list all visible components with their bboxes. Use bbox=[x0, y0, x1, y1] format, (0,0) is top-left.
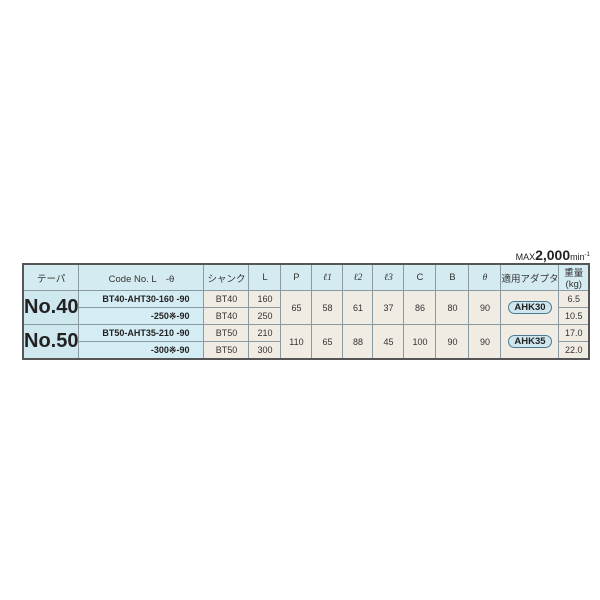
p-cell: 110 bbox=[280, 324, 313, 360]
shank-cell: BT50 bbox=[203, 341, 250, 360]
l2-cell: 61 bbox=[342, 290, 374, 325]
header-row: テーパ Code No. L -θ シャンク L P ℓ1 ℓ2 ℓ3 C B … bbox=[22, 263, 590, 291]
l3-cell: 45 bbox=[372, 324, 405, 360]
l-cell: 300 bbox=[248, 341, 282, 360]
b-cell: 80 bbox=[435, 290, 470, 325]
table-row: No.50 BT50-AHT35-210 -90 BT50 210 110 65… bbox=[22, 324, 590, 360]
table-row: -300※-90 BT50 300 22.0 bbox=[23, 341, 590, 360]
header-cell: 適用アダプタ bbox=[500, 263, 560, 291]
adapter-badge: AHK30 bbox=[508, 301, 552, 314]
header-cell: P bbox=[280, 263, 313, 291]
code-cell: BT50-AHT35-210 -90 bbox=[78, 324, 205, 342]
header-cell: C bbox=[403, 263, 437, 291]
code-cell: BT40-AHT30-160 -90 bbox=[78, 290, 205, 308]
spec-table: テーパ Code No. L -θ シャンク L P ℓ1 ℓ2 ℓ3 C B … bbox=[22, 263, 590, 360]
shank-cell: BT40 bbox=[203, 290, 250, 308]
max-prefix: MAX bbox=[515, 252, 536, 262]
table-row: No.40 BT40-AHT30-160 -90 BT40 160 65 58 … bbox=[22, 290, 590, 325]
adapter-cell: AHK35 bbox=[500, 324, 560, 360]
l3-cell: 37 bbox=[372, 290, 405, 325]
header-cell: ℓ1 bbox=[311, 263, 344, 291]
header-cell: Code No. L -θ bbox=[78, 263, 205, 291]
taper-cell: No.40 bbox=[22, 290, 80, 325]
header-cell: θ bbox=[468, 263, 502, 291]
max-value: 2,000 bbox=[535, 247, 571, 263]
code-cell: -250※-90 bbox=[78, 307, 205, 325]
header-cell: 重量(kg) bbox=[558, 263, 590, 291]
l-cell: 210 bbox=[248, 324, 282, 342]
shank-cell: BT40 bbox=[203, 307, 250, 325]
header-cell: ℓ2 bbox=[342, 263, 374, 291]
max-unit: min bbox=[570, 252, 585, 262]
max-speed: MAX2,000min-1 bbox=[516, 247, 590, 263]
c-cell: 86 bbox=[403, 290, 437, 325]
l-cell: 160 bbox=[248, 290, 282, 308]
l2-cell: 88 bbox=[342, 324, 374, 360]
theta-cell: 90 bbox=[468, 324, 502, 360]
header-cell: L bbox=[248, 263, 282, 291]
c-cell: 100 bbox=[403, 324, 437, 360]
taper-cell: No.50 bbox=[22, 324, 80, 360]
weight-cell: 6.5 bbox=[558, 290, 590, 308]
l-cell: 250 bbox=[248, 307, 282, 325]
l1-cell: 58 bbox=[311, 290, 344, 325]
header-cell: シャンク bbox=[203, 263, 250, 291]
code-cell: -300※-90 bbox=[78, 341, 205, 360]
adapter-badge: AHK35 bbox=[508, 335, 552, 348]
theta-cell: 90 bbox=[468, 290, 502, 325]
shank-cell: BT50 bbox=[203, 324, 250, 342]
header-cell: ℓ3 bbox=[372, 263, 405, 291]
max-unit-sup: -1 bbox=[584, 252, 590, 258]
weight-cell: 17.0 bbox=[558, 324, 590, 342]
header-cell: B bbox=[435, 263, 470, 291]
l1-cell: 65 bbox=[311, 324, 344, 360]
weight-cell: 10.5 bbox=[558, 307, 590, 325]
adapter-cell: AHK30 bbox=[500, 290, 560, 325]
header-cell: テーパ bbox=[22, 263, 80, 291]
weight-cell: 22.0 bbox=[558, 341, 590, 360]
p-cell: 65 bbox=[280, 290, 313, 325]
b-cell: 90 bbox=[435, 324, 470, 360]
